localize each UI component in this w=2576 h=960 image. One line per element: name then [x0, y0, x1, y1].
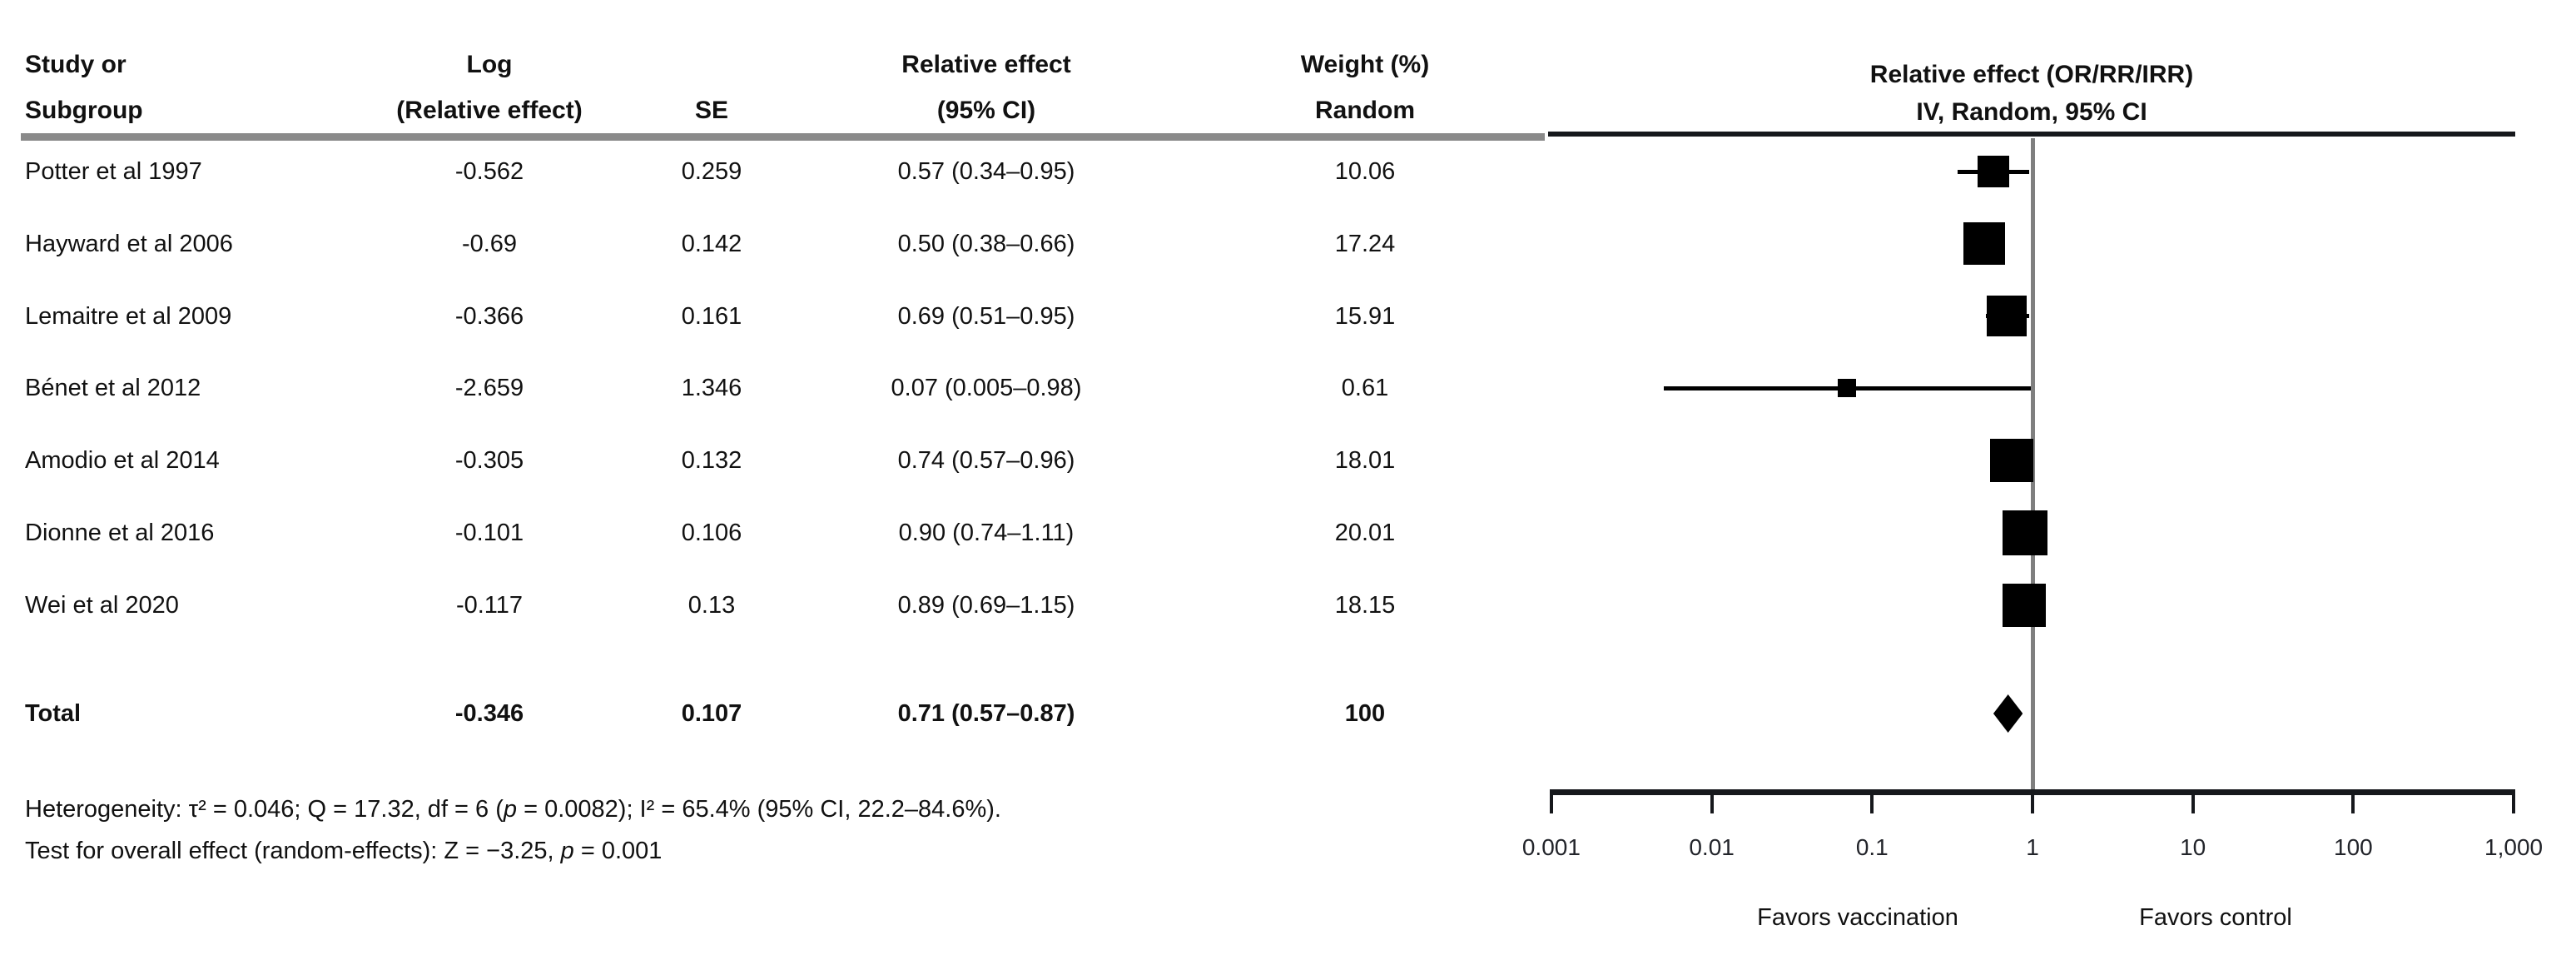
axis-tick [2031, 791, 2034, 813]
plot-title: Relative effect (OR/RR/IRR) [1869, 61, 2194, 88]
se-value: 0.13 [687, 591, 736, 619]
axis-tick-label: 100 [2334, 834, 2373, 860]
axis-tick-label: 0.001 [1521, 834, 1581, 860]
axis-tick [2512, 791, 2516, 813]
se-value: 0.161 [681, 302, 742, 330]
axis-tick [1549, 791, 1553, 813]
effect-square [2003, 510, 2048, 555]
weight-value: 0.61 [1341, 375, 1389, 402]
ci-value: 0.07 (0.005–0.98) [891, 375, 1082, 402]
axis-tick [2351, 791, 2355, 813]
total-ci-value: 0.71 (0.57–0.87) [897, 700, 1075, 727]
study-label: Bénet et al 2012 [25, 375, 201, 402]
axis-tick [1870, 791, 1874, 813]
axis-tick [1710, 791, 1714, 813]
table-header-rule [21, 133, 1545, 141]
se-value: 1.346 [681, 375, 742, 402]
log-value: -0.562 [454, 158, 524, 185]
weight-value: 17.24 [1334, 230, 1396, 257]
weight-column-header-line2: Random [1315, 97, 1415, 124]
log-value: -0.305 [454, 447, 524, 475]
total-se-value: 0.107 [681, 700, 742, 727]
overall-effect-note: Test for overall effect (random-effects)… [25, 838, 663, 864]
ci-value: 0.69 (0.51–0.95) [897, 302, 1075, 330]
axis-tick-label: 10 [2180, 834, 2206, 860]
ci-column-header-line1: Relative effect [901, 51, 1071, 78]
ci-value: 0.89 (0.69–1.15) [897, 591, 1075, 619]
effect-square [1989, 439, 2033, 483]
weight-value: 18.15 [1334, 591, 1396, 619]
ci-value: 0.74 (0.57–0.96) [897, 447, 1075, 475]
effect-square [1963, 222, 2006, 266]
plot-subtitle: IV, Random, 95% CI [1916, 98, 2147, 126]
total-log-value: -0.346 [454, 700, 524, 727]
study-label: Potter et al 1997 [25, 158, 202, 185]
ci-value: 0.50 (0.38–0.66) [897, 230, 1075, 257]
study-column-header-line2: Subgroup [25, 97, 143, 124]
axis-tick-label: 0.1 [1855, 834, 1889, 860]
total-label: Total [25, 700, 82, 727]
heterogeneity-note: Heterogeneity: τ² = 0.046; Q = 17.32, df… [25, 796, 1001, 823]
effect-square [1986, 296, 2028, 336]
study-label: Lemaitre et al 2009 [25, 302, 232, 330]
total-diamond [1993, 694, 2023, 733]
weight-value: 10.06 [1334, 158, 1396, 185]
axis-tick [2191, 791, 2195, 813]
ci-value: 0.90 (0.74–1.11) [898, 520, 1075, 546]
weight-value: 20.01 [1334, 520, 1396, 546]
study-label: Wei et al 2020 [25, 591, 179, 619]
effect-square [1838, 379, 1857, 398]
study-label: Hayward et al 2006 [25, 230, 233, 257]
effect-square [2003, 583, 2047, 627]
study-label: Amodio et al 2014 [25, 447, 220, 475]
log-value: -0.366 [454, 302, 524, 330]
axis-tick-label: 1 [2026, 834, 2039, 860]
log-column-header-line2: (Relative effect) [396, 97, 583, 124]
log-value: -0.101 [454, 520, 524, 546]
se-value: 0.259 [681, 158, 742, 185]
axis-tick-label: 1,000 [2484, 834, 2544, 860]
plot-header-rule [1548, 132, 2515, 137]
favors-control-label: Favors control [2139, 904, 2292, 931]
se-value: 0.142 [681, 230, 742, 257]
se-value: 0.132 [681, 447, 742, 475]
log-value: -0.117 [455, 591, 524, 619]
log-column-header-line1: Log [466, 51, 513, 78]
favors-vaccination-label: Favors vaccination [1757, 904, 1958, 931]
se-column-header: SE [694, 97, 729, 124]
weight-column-header-line1: Weight (%) [1300, 51, 1430, 78]
effect-square [1977, 155, 2010, 188]
log-value: -0.69 [461, 230, 518, 257]
total-weight-value: 100 [1344, 700, 1386, 727]
log-value: -2.659 [454, 375, 524, 402]
se-value: 0.106 [681, 520, 742, 546]
study-label: Dionne et al 2016 [25, 520, 215, 546]
weight-value: 15.91 [1334, 302, 1396, 330]
ci-value: 0.57 (0.34–0.95) [897, 158, 1075, 185]
weight-value: 18.01 [1334, 447, 1396, 475]
ci-column-header-line2: (95% CI) [936, 97, 1036, 124]
study-column-header-line1: Study or [25, 51, 127, 78]
axis-tick-label: 0.01 [1689, 834, 1735, 860]
